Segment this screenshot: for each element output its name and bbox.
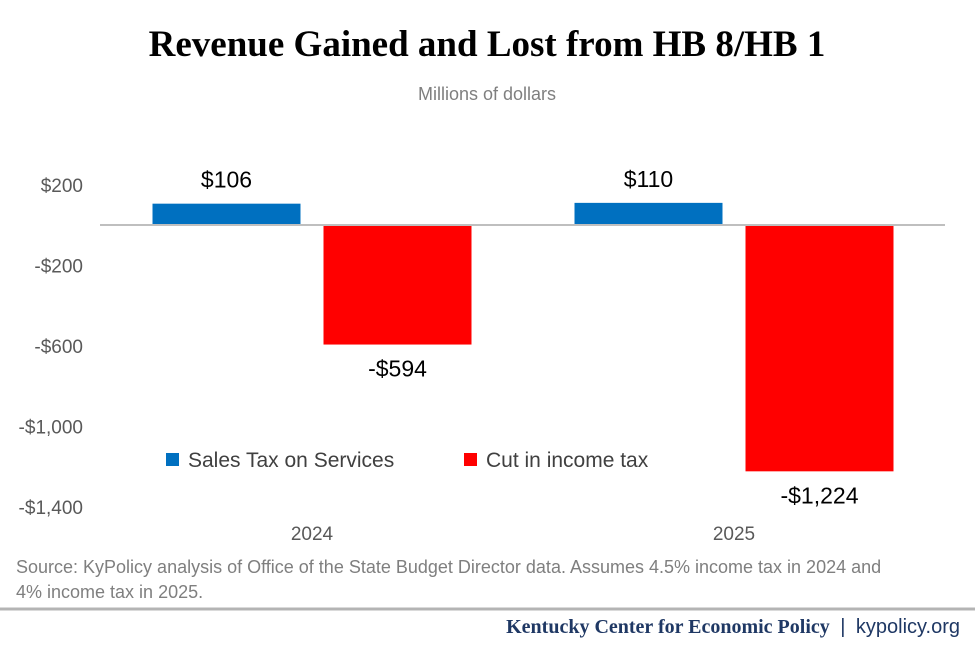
y-tick-label: $200 xyxy=(41,176,83,197)
legend-label: Sales Tax on Services xyxy=(188,449,394,472)
data-label: $110 xyxy=(624,166,673,192)
y-tick-label: -$1,400 xyxy=(19,498,83,519)
bar-sales-tax-2025 xyxy=(574,202,723,225)
x-tick-label: 2024 xyxy=(291,524,334,545)
footer-url[interactable]: kypolicy.org xyxy=(856,616,960,638)
footer: Kentucky Center for Economic Policy | ky… xyxy=(506,616,960,638)
bar-income-tax-cut-2025 xyxy=(745,225,894,472)
footer-org: Kentucky Center for Economic Policy xyxy=(506,616,830,638)
legend-label: Cut in income tax xyxy=(486,449,649,472)
data-label: $106 xyxy=(201,167,252,193)
footer-separator: | xyxy=(840,616,845,638)
bar-income-tax-cut-2024 xyxy=(323,225,472,345)
data-label: -$594 xyxy=(368,356,427,382)
source-note: Source: KyPolicy analysis of Office of t… xyxy=(16,557,881,577)
legend-swatch xyxy=(166,453,179,466)
legend: Sales Tax on Services Cut in income tax xyxy=(166,449,649,472)
x-tick-label: 2025 xyxy=(713,524,755,545)
bar-sales-tax-2024 xyxy=(152,203,301,225)
source-note-line2: 4% income tax in 2025. xyxy=(16,582,203,602)
chart-title: Revenue Gained and Lost from HB 8/HB 1 xyxy=(149,24,826,65)
data-label: -$1,224 xyxy=(780,482,858,508)
legend-swatch xyxy=(464,453,477,466)
y-tick-label: -$200 xyxy=(34,256,83,277)
y-tick-label: -$600 xyxy=(34,337,83,358)
chart-subtitle: Millions of dollars xyxy=(418,84,556,104)
y-tick-label: -$1,000 xyxy=(19,417,83,438)
